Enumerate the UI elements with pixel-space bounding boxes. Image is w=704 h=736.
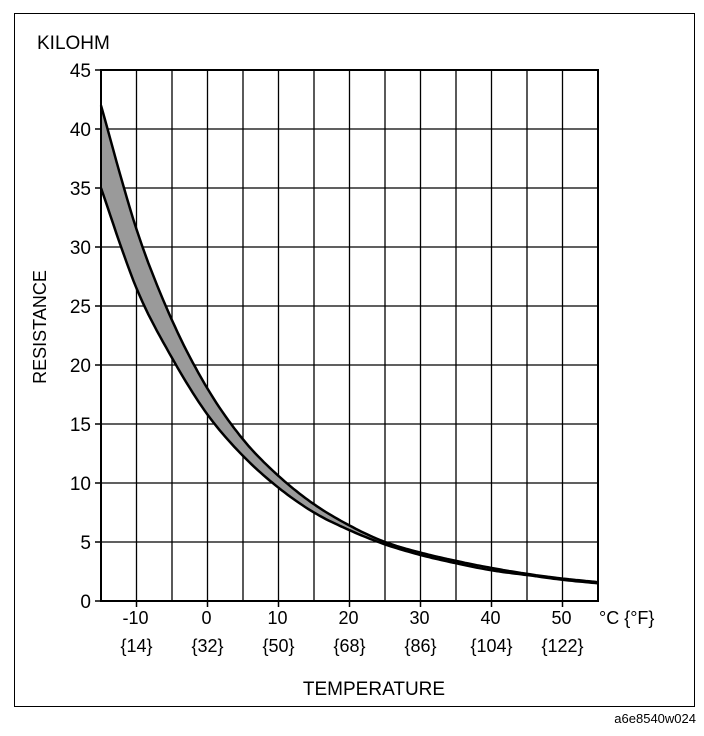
y-tick-label: 20 [70,356,91,377]
x-tick-label-f: {50} [262,636,294,656]
y-axis-ticks: 0 5 10 15 20 25 30 35 40 45 [70,61,101,613]
x-tick-label-f: {122} [541,636,583,656]
series-line-upper [99,105,599,584]
y-tick-label: 10 [70,474,91,495]
x-unit-label: °C {°F} [599,608,654,628]
tolerance-band [99,105,599,585]
y-tick-label: 0 [80,592,91,613]
x-tick-label-c: 10 [267,608,287,628]
y-tick-label: 40 [70,120,91,141]
y-tick-label: 15 [70,415,91,436]
x-tick-label-f: {14} [120,636,152,656]
y-tick-label: 5 [80,533,91,554]
x-axis-title: TEMPERATURE [303,679,445,700]
y-tick-label: 45 [70,61,91,82]
x-tick-label-c: 30 [409,608,429,628]
series-line-lower [99,187,599,585]
chart-frame [14,13,695,707]
x-tick-label-f: {32} [191,636,223,656]
y-tick-label: 25 [70,297,91,318]
x-tick-label-f: {104} [470,636,512,656]
x-tick-label-c: -10 [122,608,148,628]
x-tick-label-c: 20 [338,608,358,628]
x-tick-label-c: 50 [551,608,571,628]
x-tick-label-c: 0 [201,608,211,628]
x-tick-label-f: {86} [404,636,436,656]
y-unit-label: KILOHM [37,33,110,54]
y-tick-label: 30 [70,238,91,259]
x-tick-label-c: 40 [480,608,500,628]
y-axis-title: RESISTANCE [30,270,50,384]
x-tick-label-f: {68} [333,636,365,656]
figure-code: a6e8540w024 [614,711,696,726]
x-axis-ticks: -10 {14} 0 {32} 10 {50} 20 {68} 30 {86} 40 {104} 50 {… [120,601,584,656]
y-tick-label: 35 [70,179,91,200]
